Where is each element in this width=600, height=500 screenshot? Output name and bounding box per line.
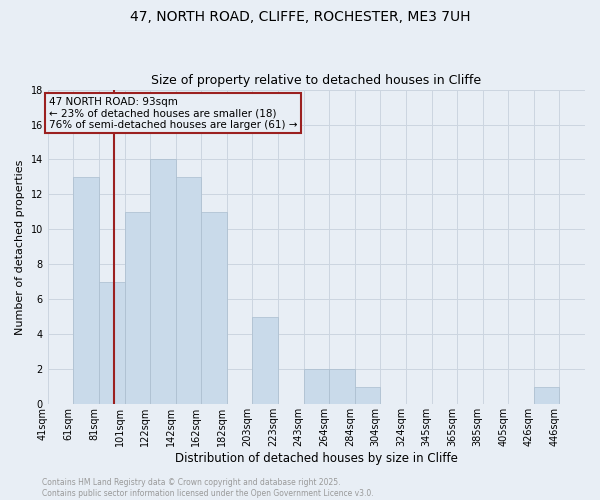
Bar xyxy=(304,370,329,404)
Bar xyxy=(99,282,125,405)
Title: Size of property relative to detached houses in Cliffe: Size of property relative to detached ho… xyxy=(151,74,481,87)
Bar xyxy=(150,160,176,404)
Bar xyxy=(253,317,278,404)
Text: 47, NORTH ROAD, CLIFFE, ROCHESTER, ME3 7UH: 47, NORTH ROAD, CLIFFE, ROCHESTER, ME3 7… xyxy=(130,10,470,24)
Bar xyxy=(176,177,201,404)
Text: 47 NORTH ROAD: 93sqm
← 23% of detached houses are smaller (18)
76% of semi-detac: 47 NORTH ROAD: 93sqm ← 23% of detached h… xyxy=(49,96,298,130)
Bar xyxy=(534,387,559,404)
Bar xyxy=(201,212,227,404)
Bar xyxy=(329,370,355,404)
Bar xyxy=(73,177,99,404)
Bar xyxy=(355,387,380,404)
Text: Contains HM Land Registry data © Crown copyright and database right 2025.
Contai: Contains HM Land Registry data © Crown c… xyxy=(42,478,374,498)
X-axis label: Distribution of detached houses by size in Cliffe: Distribution of detached houses by size … xyxy=(175,452,458,465)
Y-axis label: Number of detached properties: Number of detached properties xyxy=(15,159,25,334)
Bar xyxy=(125,212,150,404)
